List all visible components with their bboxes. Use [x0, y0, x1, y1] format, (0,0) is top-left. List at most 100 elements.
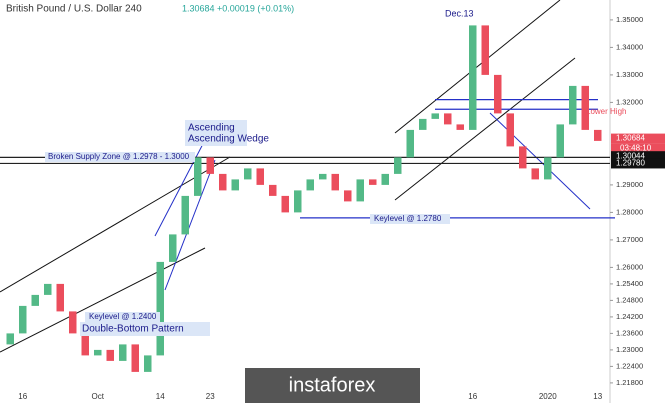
price-tag-label: 1.30684	[616, 134, 645, 143]
y-tick-label: 1.34000	[616, 42, 643, 51]
candle-body	[131, 344, 139, 372]
candle-body	[56, 283, 64, 312]
x-tick-label: Oct	[92, 392, 105, 401]
candle-body	[119, 344, 127, 361]
y-tick-label: 1.26000	[616, 262, 643, 271]
price-tag	[611, 158, 665, 169]
candle-body	[69, 311, 77, 334]
candle-body	[6, 333, 14, 345]
annotation: Dec.13	[445, 8, 474, 18]
channel-line	[0, 247, 206, 353]
candle-body	[244, 168, 252, 180]
candle-body	[31, 294, 39, 306]
candle-body	[269, 184, 277, 196]
candle-body	[94, 349, 102, 356]
candle-body	[206, 157, 214, 174]
channel-line	[394, 0, 561, 134]
annotation-box	[370, 214, 450, 224]
annotations: Dec.13 Ascending Ascending Wedge Broken …	[45, 8, 626, 336]
annotation: Double-Bottom Pattern	[82, 324, 184, 335]
y-tick-label: 1.32000	[616, 97, 643, 106]
candle-body	[469, 25, 477, 130]
annotation-box	[80, 322, 210, 336]
x-tick-label: 16	[18, 392, 27, 401]
annotation-box	[45, 152, 195, 162]
price-tag	[611, 133, 665, 144]
plot-area	[0, 0, 610, 403]
interval: 240	[125, 4, 142, 15]
y-tick-label: 1.21800	[616, 378, 643, 387]
price-tag-label: 1.30044	[616, 151, 645, 160]
candle-body	[194, 157, 202, 196]
candle-body	[19, 305, 27, 334]
x-tick-label: 14	[156, 392, 165, 401]
y-tick-label: 1.23600	[616, 328, 643, 337]
y-tick-label: 1.22400	[616, 361, 643, 370]
price-tag-label: 1.29780	[616, 159, 645, 168]
annotation: Ascending	[188, 123, 235, 134]
y-tick-label: 1.23000	[616, 345, 643, 354]
candle-body	[544, 157, 552, 180]
candle-body	[331, 173, 339, 191]
candle-body	[181, 195, 189, 235]
channel-line	[0, 156, 231, 293]
candle-body	[569, 85, 577, 125]
chart-title: British Pound / U.S. Dollar	[6, 4, 123, 15]
candle-body	[581, 85, 589, 130]
candle-body	[219, 173, 227, 191]
y-tick-label: 1.33000	[616, 70, 643, 79]
candle-body	[344, 190, 352, 202]
candle-body	[144, 355, 152, 372]
candle-body	[169, 234, 177, 262]
candle-body	[506, 113, 514, 147]
annotation-box	[85, 312, 160, 322]
annotation: Keylevel @ 1.2780	[374, 214, 442, 223]
countdown: 03:48:10	[620, 144, 652, 153]
y-tick-label: 1.24200	[616, 312, 643, 321]
candle-body	[256, 168, 264, 185]
candle-body	[456, 124, 464, 130]
wedge-line	[164, 159, 216, 291]
annotation: Keylevel @ 1.2400	[89, 312, 157, 321]
candle-body	[481, 25, 489, 75]
candle-body	[319, 173, 327, 180]
price-tag	[611, 151, 665, 162]
candle-body	[381, 173, 389, 185]
candle-body	[231, 179, 239, 191]
countdown-tag	[611, 143, 665, 154]
candle-body	[406, 129, 414, 158]
candle-body	[156, 261, 164, 356]
candle-body	[519, 146, 527, 169]
y-tick-label: 1.35000	[616, 15, 643, 24]
candle-body	[494, 74, 502, 114]
channel-line	[394, 57, 576, 201]
candle-body	[294, 190, 302, 213]
candle-body	[81, 333, 89, 356]
wedge-line	[154, 139, 206, 237]
y-tick-label: 1.29000	[616, 180, 643, 189]
trend-lines	[0, 0, 591, 353]
candle-body	[369, 179, 377, 185]
candle-body	[106, 349, 114, 361]
candle-body	[419, 118, 427, 130]
candle-body	[556, 124, 564, 158]
candle-body	[44, 283, 52, 295]
candle-body	[356, 179, 364, 202]
watermark: instaforex	[289, 374, 376, 396]
watermark-band	[245, 368, 420, 403]
x-tick-label: 13	[593, 392, 602, 401]
candle-body	[281, 195, 289, 213]
x-tick-label: 16	[468, 392, 477, 401]
annotation: Lower High	[586, 107, 626, 116]
x-tick-label: 23	[206, 392, 215, 401]
x-tick-label: 2020	[539, 392, 557, 401]
candle-body	[444, 113, 452, 125]
y-tick-label: 1.28000	[616, 207, 643, 216]
y-tick-label: 1.25400	[616, 279, 643, 288]
annotation: Ascending Wedge	[188, 134, 269, 145]
marks	[0, 25, 615, 372]
annotation: Broken Supply Zone @ 1.2978 - 1.3000	[48, 152, 190, 161]
y-tick-label: 1.27000	[616, 235, 643, 244]
candle-body	[394, 157, 402, 174]
